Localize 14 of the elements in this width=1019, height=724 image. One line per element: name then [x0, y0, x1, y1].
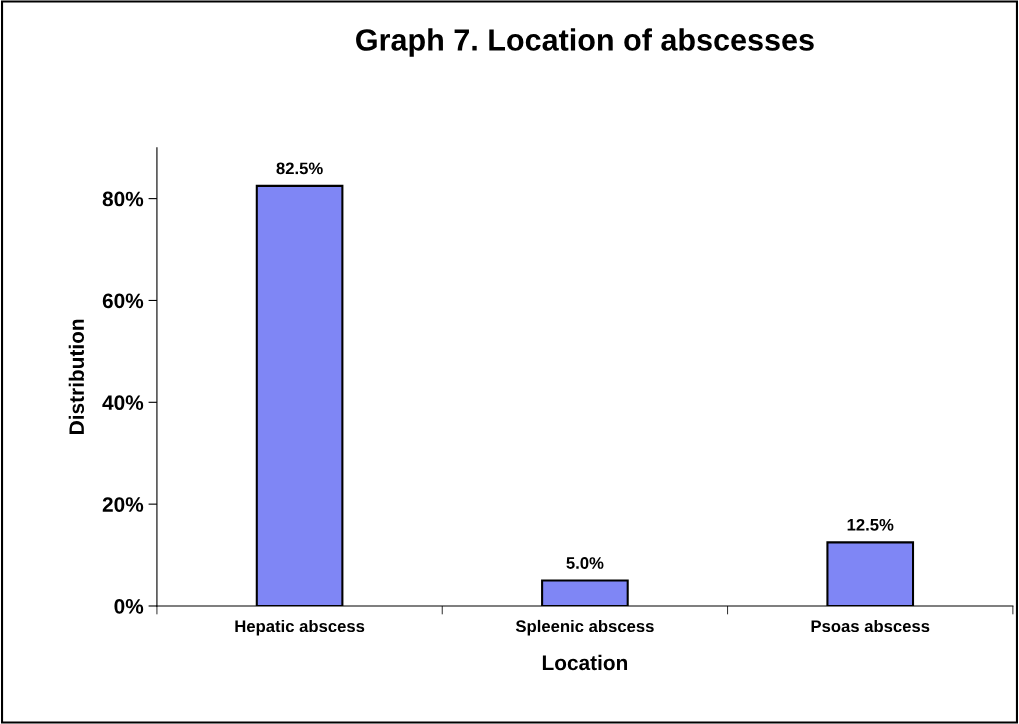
x-tick-label: Spleenic abscess [515, 619, 654, 636]
y-tick-label: 60% [102, 293, 144, 309]
x-tick-label: Hepatic abscess [235, 619, 365, 636]
y-tick-label: 80% [102, 191, 144, 207]
y-tick-label: 20% [102, 497, 144, 512]
y-tick-label: 0% [114, 598, 144, 614]
x-axis-title: Location [542, 654, 628, 671]
x-tick-label: Psoas abscess [811, 619, 930, 633]
y-axis-title: Distribution [68, 319, 85, 434]
data-label: 5.0% [566, 557, 604, 569]
data-label: 82.5% [276, 162, 323, 175]
chart-title: Graph 7. Location of abscesses [356, 28, 814, 57]
y-tick-label: 40% [102, 395, 144, 411]
data-label: 12.5% [847, 518, 894, 531]
